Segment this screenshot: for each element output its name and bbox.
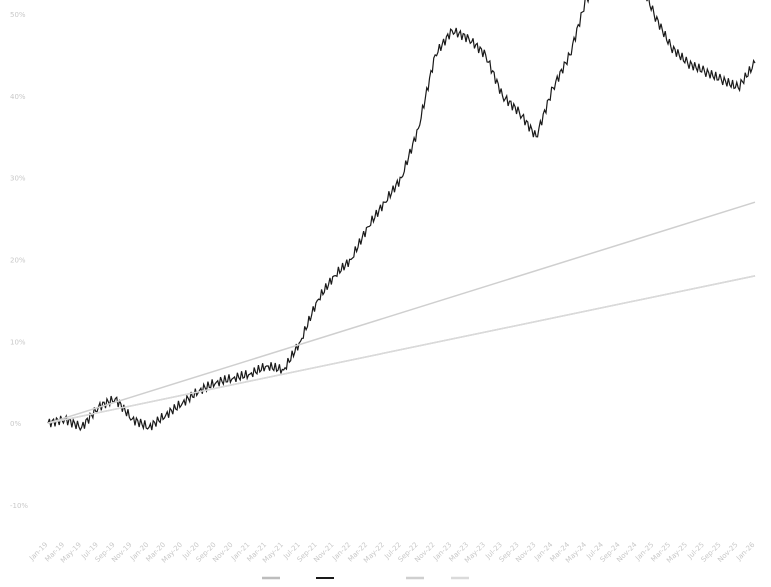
y-tick-label: 40%	[10, 93, 26, 101]
series-line-3	[47, 275, 756, 424]
series-line-2	[47, 201, 756, 424]
plot-area	[47, 0, 756, 432]
y-axis: 50% 40% 30% 20% 10% 0% -10%	[10, 11, 28, 510]
x-axis: Jan-19Mar-19May-19Jul-19Sep-19Nov-19Jan-…	[27, 540, 756, 564]
y-tick-label: 30%	[10, 175, 26, 183]
y-tick-label: 50%	[10, 11, 26, 19]
series-line-1	[47, 0, 756, 432]
y-tick-label: -10%	[10, 502, 28, 510]
y-tick-label: 0%	[10, 420, 21, 428]
y-tick-label: 20%	[10, 257, 26, 265]
y-tick-label: 10%	[10, 338, 26, 346]
x-tick-label: Jan-26	[734, 540, 756, 562]
